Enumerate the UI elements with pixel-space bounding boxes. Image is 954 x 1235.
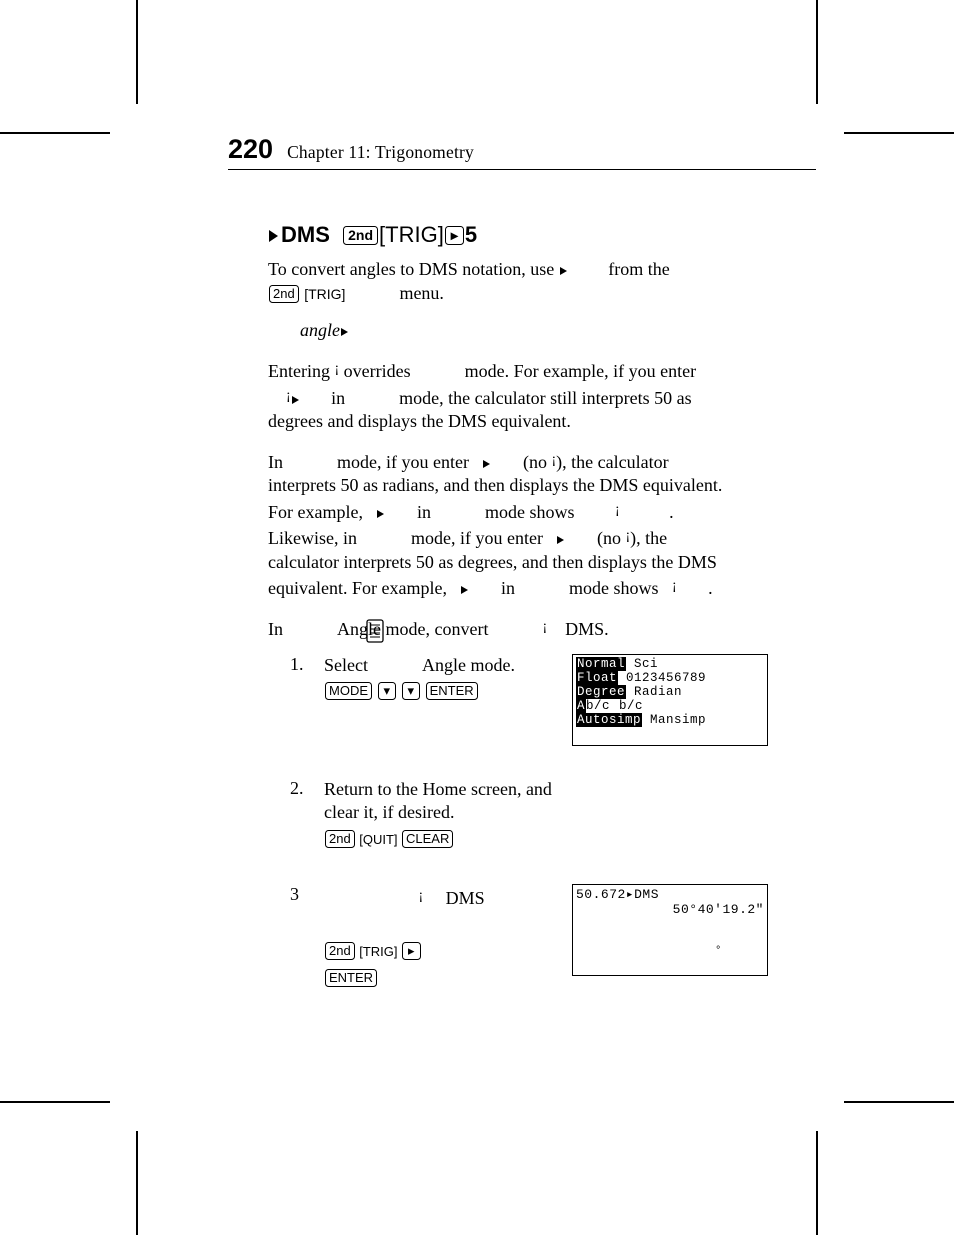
- step-text: Select Angle mode. MODE ▾ ▾ ENTER: [324, 654, 562, 704]
- body-content: DMS 2nd [TRIG] ▸ 5 To convert angles to …: [268, 222, 816, 991]
- steps-list: 1. Select Angle mode. MODE ▾ ▾ ENTER Nor…: [268, 654, 816, 991]
- triangle-icon: [461, 586, 468, 594]
- key-2nd: 2nd: [325, 830, 355, 848]
- triangle-icon: [557, 536, 564, 544]
- triangle-icon: [292, 396, 299, 404]
- step-number: 3: [290, 884, 324, 905]
- key-right: ▸: [402, 942, 421, 960]
- key-2nd: 2nd: [343, 226, 378, 245]
- key-down: ▾: [378, 682, 397, 700]
- chapter-title: Chapter 11: Trigonometry: [287, 142, 474, 163]
- degree-indicator: °: [715, 944, 722, 959]
- step-1: 1. Select Angle mode. MODE ▾ ▾ ENTER Nor…: [268, 654, 816, 746]
- screen-line: 50°40'19.2": [576, 902, 764, 917]
- para-radian: In mode, if you enter (no ¡), the calcul…: [268, 448, 816, 601]
- triangle-icon: [560, 267, 567, 275]
- key-mode: MODE: [325, 682, 372, 700]
- example-prompt: In Angle mode, convert ¡ DMS.: [268, 619, 816, 640]
- para-override: Entering ¡ overrides mode. For example, …: [268, 357, 816, 434]
- syntax-line: angle: [300, 320, 816, 341]
- page-content: 220 Chapter 11: Trigonometry DMS 2nd [TR…: [138, 134, 816, 1001]
- key-down: ▾: [402, 682, 421, 700]
- key-2nd: 2nd: [269, 285, 299, 303]
- step-2: 2. Return to the Home screen, and clear …: [268, 778, 816, 852]
- triangle-icon: [341, 328, 348, 336]
- triangle-icon: [377, 510, 384, 518]
- triangle-icon: [483, 460, 490, 468]
- section-heading: DMS 2nd [TRIG] ▸ 5: [268, 222, 816, 248]
- step-number: 1.: [290, 654, 324, 675]
- step-number: 2.: [290, 778, 324, 799]
- key-sequence: MODE ▾ ▾ ENTER: [324, 681, 562, 704]
- key-right: ▸: [445, 226, 464, 245]
- key-2nd: 2nd: [325, 942, 355, 960]
- step-3: 3 ¡ DMS 2nd [TRIG] ▸ ENTER: [268, 884, 816, 991]
- example-icon: [364, 619, 386, 649]
- triangle-icon: [268, 222, 279, 248]
- page-number: 220: [228, 134, 273, 165]
- key-sequence: 2nd [TRIG] ▸: [324, 940, 562, 964]
- key-sequence: ENTER: [324, 968, 562, 991]
- screen-line: 50.672▸DMS: [576, 887, 764, 902]
- calculator-screen: 50.672▸DMS 50°40'19.2" °: [572, 884, 768, 976]
- key-enter: ENTER: [426, 682, 478, 700]
- key-enter: ENTER: [325, 969, 377, 987]
- key-clear: CLEAR: [402, 830, 453, 848]
- heading-title: DMS: [281, 222, 330, 248]
- key-trig-bracket: [TRIG]: [379, 222, 444, 248]
- calculator-screen: Normal Sci Float 0123456789 Degree Radia…: [572, 654, 768, 746]
- key-sequence: 2nd [QUIT] CLEAR: [324, 828, 562, 852]
- key-trig-bracket: [TRIG]: [304, 286, 345, 302]
- key-quit-bracket: [QUIT]: [359, 832, 397, 847]
- page-header: 220 Chapter 11: Trigonometry: [228, 134, 816, 170]
- key-5: 5: [465, 222, 477, 248]
- key-trig-bracket: [TRIG]: [359, 944, 397, 959]
- step-text: Return to the Home screen, and clear it,…: [324, 778, 562, 852]
- para-intro: To convert angles to DMS notation, use f…: [268, 258, 816, 306]
- step-text: ¡ DMS 2nd [TRIG] ▸ ENTER: [324, 884, 562, 991]
